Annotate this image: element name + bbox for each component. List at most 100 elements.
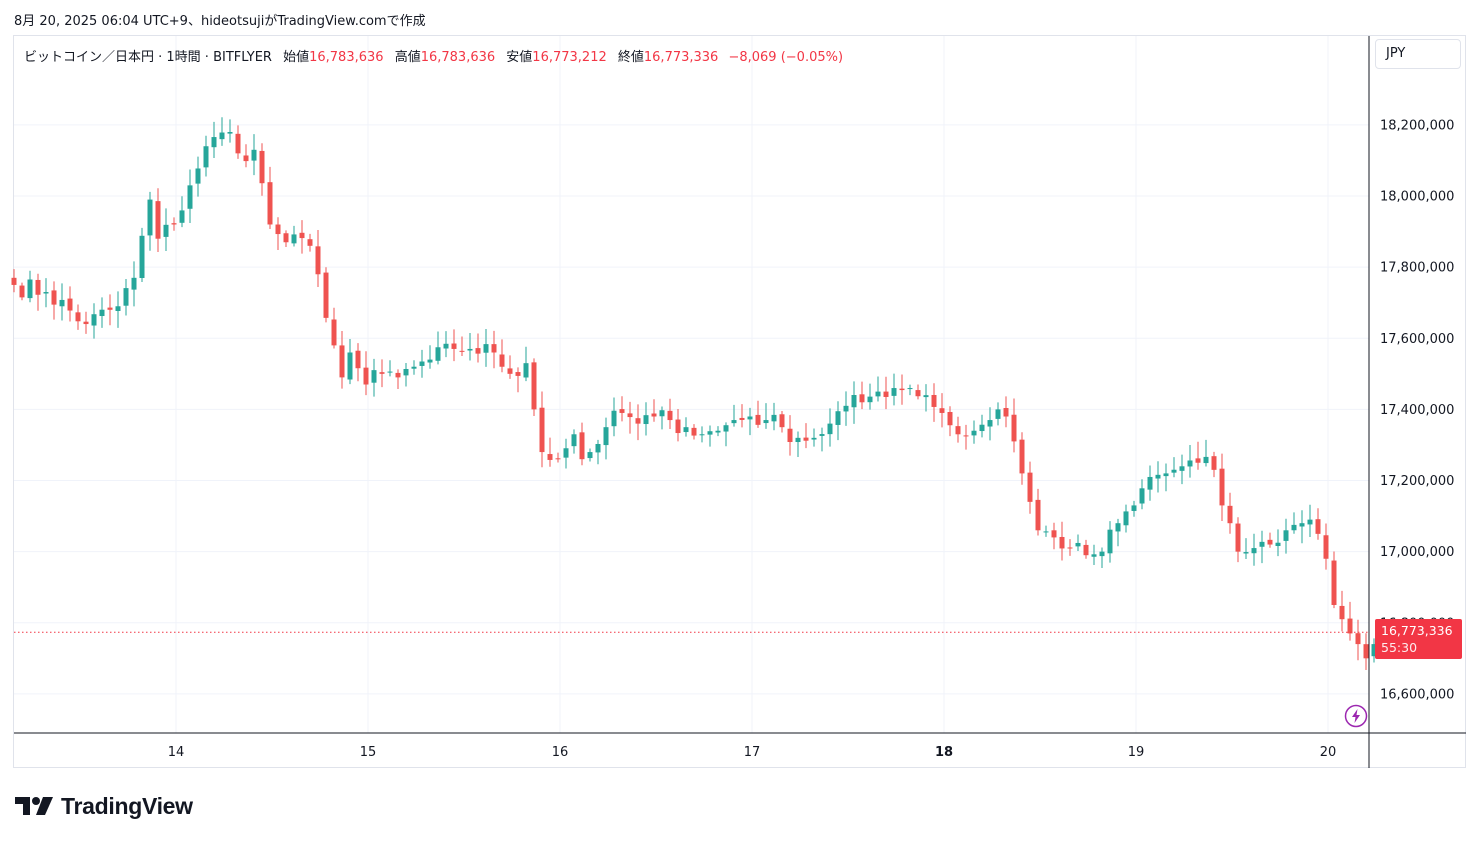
candle-body <box>523 363 529 378</box>
candle <box>955 416 961 443</box>
candle-body <box>1139 488 1145 504</box>
candle-body <box>1187 460 1193 467</box>
candle <box>875 376 881 402</box>
candle-body <box>795 437 801 443</box>
candle-body <box>1299 523 1305 527</box>
candle-body <box>667 410 673 421</box>
candle-body <box>731 420 737 424</box>
candle-body <box>1035 499 1041 531</box>
candle <box>387 360 393 377</box>
candle <box>867 383 873 410</box>
candle <box>979 414 985 438</box>
candle <box>1347 601 1353 641</box>
candle <box>739 404 745 428</box>
currency-button[interactable]: JPY <box>1375 39 1461 69</box>
candle-body <box>1235 523 1241 552</box>
candle <box>299 220 305 254</box>
candle <box>1043 525 1049 537</box>
candle <box>131 261 137 307</box>
candle <box>67 286 73 322</box>
candle-body <box>1259 541 1265 547</box>
candle <box>1291 512 1297 534</box>
candle-body <box>435 347 441 361</box>
candle <box>595 439 601 465</box>
candle <box>531 358 537 416</box>
candle <box>763 403 769 429</box>
candle <box>659 406 665 430</box>
candle-body <box>1099 551 1105 557</box>
candle-body <box>811 437 817 440</box>
x-tick-label: 20 <box>1320 745 1337 760</box>
candle-body <box>1195 458 1201 463</box>
candle-body <box>1275 542 1281 547</box>
candle-body <box>819 434 825 436</box>
candle <box>1155 461 1161 493</box>
bolt-icon[interactable] <box>1344 704 1368 728</box>
candle <box>675 408 681 442</box>
candle <box>75 304 81 330</box>
candle-body <box>347 352 353 380</box>
candle <box>11 269 17 293</box>
candle <box>251 134 257 176</box>
candle-body <box>979 424 985 432</box>
open-value: 16,783,636 <box>309 50 384 65</box>
candle <box>803 423 809 449</box>
candle <box>259 143 265 196</box>
candle-body <box>627 413 633 418</box>
candle <box>1035 488 1041 536</box>
candle <box>899 374 905 405</box>
candle <box>627 401 633 434</box>
candle-body <box>1243 552 1249 554</box>
candle-body <box>1155 474 1161 479</box>
candle <box>267 166 273 229</box>
candle-body <box>683 427 689 433</box>
candle <box>547 437 553 467</box>
candle <box>1123 504 1129 533</box>
candle <box>315 230 321 288</box>
candle-body <box>899 388 905 391</box>
candle-body <box>707 431 713 435</box>
candle <box>323 267 329 323</box>
candle <box>1075 534 1081 552</box>
candle-body <box>99 309 105 317</box>
candle-body <box>451 343 457 349</box>
candle-body <box>1211 456 1217 470</box>
candle <box>1235 517 1241 563</box>
tradingview-logo[interactable]: TradingView <box>15 791 193 821</box>
candle-body <box>195 168 201 184</box>
candle-body <box>355 350 361 369</box>
candles-layer <box>11 117 1385 671</box>
candle-body <box>155 201 161 239</box>
candle <box>459 336 465 356</box>
candle <box>971 420 977 444</box>
candle-body <box>1315 519 1321 534</box>
candle <box>163 208 169 251</box>
candle-body <box>307 239 313 246</box>
candle <box>147 191 153 251</box>
candle-body <box>595 443 601 453</box>
candle <box>155 188 161 253</box>
candle <box>683 417 689 437</box>
y-tick-label: 17,600,000 <box>1380 332 1454 347</box>
candle-body <box>411 366 417 369</box>
candle <box>843 391 849 426</box>
candle <box>1163 463 1169 492</box>
candle <box>1187 444 1193 478</box>
candle-body <box>91 314 97 326</box>
candle <box>1307 504 1313 537</box>
candle-body <box>1091 554 1097 557</box>
candle-body <box>1051 530 1057 538</box>
candle-body <box>27 279 33 299</box>
candle <box>643 402 649 436</box>
candle-body <box>611 410 617 427</box>
candle <box>1219 453 1225 522</box>
symbol-description[interactable]: ビットコイン／日本円 · 1時間 · BITFLYER <box>24 50 272 65</box>
candle-body <box>787 428 793 443</box>
candle-body <box>179 210 185 223</box>
candle <box>91 303 97 339</box>
y-tick-label: 16,600,000 <box>1380 687 1454 702</box>
candle <box>571 429 577 454</box>
candle <box>707 425 713 447</box>
candle <box>651 399 657 422</box>
